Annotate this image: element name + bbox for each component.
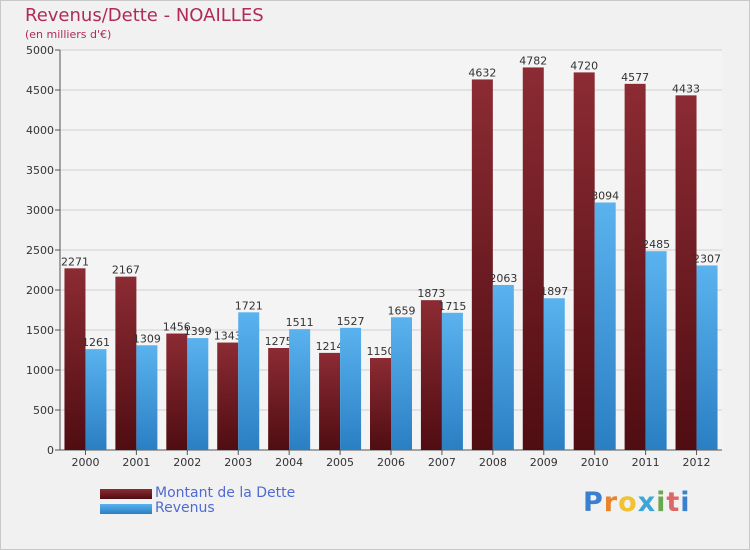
y-tick-label: 3500 [26,164,54,177]
data-label: 4720 [570,59,598,72]
data-label: 1275 [265,335,293,348]
x-tick-label: 2009 [530,456,558,469]
x-tick-label: 2006 [377,456,405,469]
x-tick-label: 2010 [581,456,609,469]
bar-revenus [594,202,616,450]
data-label: 1456 [163,321,191,334]
data-label: 2167 [112,264,140,277]
data-label: 1214 [316,340,344,353]
bar-revenus [340,327,362,450]
bar-dette [573,72,595,451]
data-label: 2063 [489,272,517,285]
legend-label-revenus: Revenus [155,500,215,516]
y-tick-label: 5000 [26,44,54,57]
x-tick-label: 2002 [173,456,201,469]
chart-subtitle: (en milliers d'€) [25,28,112,41]
bar-revenus [492,284,514,450]
brand-letter: r [603,487,619,518]
data-label: 1715 [438,300,466,313]
bar-revenus [136,345,158,450]
bar-dette [675,95,697,451]
data-label: 1659 [388,304,416,317]
data-label: 4577 [621,71,649,84]
x-tick-label: 2003 [224,456,252,469]
bar-dette [319,352,341,450]
bar-dette [624,83,646,450]
y-tick-label: 4000 [26,124,54,137]
bar-dette [268,348,290,450]
y-tick-label: 4500 [26,84,54,97]
x-tick-label: 2000 [71,456,99,469]
x-tick-label: 2011 [632,456,660,469]
bar-revenus [696,265,718,450]
bar-dette [166,333,188,450]
bar-dette [522,67,544,450]
brand-letter: P [583,487,604,518]
data-label: 2271 [61,255,89,268]
x-tick-label: 2008 [479,456,507,469]
bar-revenus [187,338,209,450]
x-tick-label: 2004 [275,456,303,469]
bar-revenus [543,298,565,450]
x-tick-label: 2012 [683,456,711,469]
data-label: 3094 [591,189,619,202]
bar-dette [115,276,137,450]
brand-letter: i [680,487,691,518]
y-tick-label: 500 [33,404,54,417]
y-tick-label: 1000 [26,364,54,377]
y-tick-label: 1500 [26,324,54,337]
bar-revenus [85,349,107,450]
bar-dette [420,300,442,450]
bar-dette [370,358,391,450]
brand-letter: i [656,487,667,518]
y-tick-label: 0 [47,444,54,457]
x-tick-label: 2007 [428,456,456,469]
data-label: 1721 [235,299,263,312]
data-label: 1309 [133,332,161,345]
bar-revenus [441,312,463,450]
bar-revenus [645,251,667,450]
brand-logo: Proxiti [583,487,691,518]
data-label: 2485 [642,238,670,251]
bar-dette [471,79,493,450]
data-label: 1873 [417,287,445,300]
bar-dette [64,268,86,450]
bar-revenus [238,312,260,450]
data-label: 4782 [519,54,547,67]
y-tick-label: 2500 [26,244,54,257]
legend-swatch-dette [100,489,152,499]
data-label: 1897 [540,285,568,298]
data-label: 1261 [82,336,110,349]
bar-revenus [289,329,311,450]
data-label: 1511 [286,316,314,329]
x-tick-label: 2005 [326,456,354,469]
data-label: 2307 [693,252,721,265]
bar-revenus [391,317,412,450]
data-label: 4433 [672,82,700,95]
x-tick-label: 2001 [122,456,150,469]
brand-letter: o [618,487,638,518]
brand-letter: t [666,487,681,518]
data-label: 1527 [337,315,365,328]
data-label: 1399 [184,325,212,338]
y-tick-label: 3000 [26,204,54,217]
data-label: 1343 [214,330,242,343]
bar-dette [217,342,239,450]
y-tick-label: 2000 [26,284,54,297]
chart-title: Revenus/Dette - NOAILLES [25,5,264,26]
legend-label-dette: Montant de la Dette [155,485,296,501]
data-label: 1150 [367,345,395,358]
brand-letter: x [637,487,657,518]
data-label: 4632 [468,66,496,79]
legend-swatch-revenus [100,504,152,514]
